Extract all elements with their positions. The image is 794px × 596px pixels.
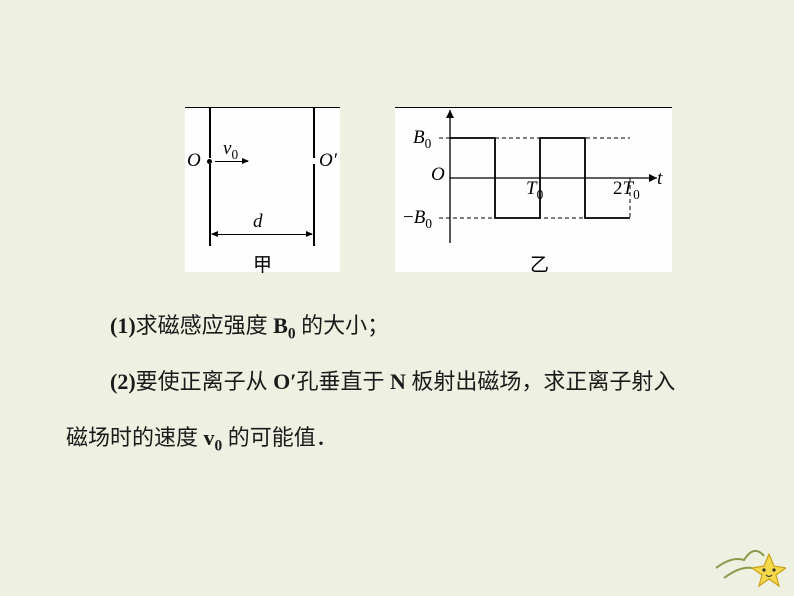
- q2-text-e: 的可能值．: [222, 425, 338, 450]
- q2-text-d: 磁场时的速度: [66, 425, 204, 450]
- question-2-line1: (2)要使正离子从 O′孔垂直于 N 板射出磁场，求正离子射入: [66, 354, 746, 410]
- question-text: (1)求磁感应强度 B0 的大小； (2)要使正离子从 O′孔垂直于 N 板射出…: [66, 298, 746, 466]
- label-d: d: [253, 211, 263, 233]
- figure-left: O O′ v0 d 甲: [185, 107, 340, 272]
- d-arrow: [212, 234, 312, 235]
- label-O-prime: O′: [319, 150, 337, 172]
- label-O: O: [187, 150, 201, 172]
- caption-left: 甲: [253, 250, 272, 277]
- caption-right: 乙: [530, 250, 549, 277]
- q2-text-b: 孔垂直于: [296, 369, 390, 394]
- question-2-line2: 磁场时的速度 v0 的可能值．: [66, 410, 746, 466]
- label-origin: O: [431, 164, 445, 186]
- q2-v0: v0: [204, 425, 223, 450]
- q1-B0: B0: [273, 313, 295, 338]
- q2-Oprime: O′: [273, 369, 296, 394]
- q2-prefix: (2): [110, 369, 136, 394]
- label-T0: T0: [526, 178, 543, 203]
- q1-prefix: (1): [110, 313, 136, 338]
- question-1: (1)求磁感应强度 B0 的大小；: [66, 298, 746, 354]
- ion-dot: [207, 159, 212, 164]
- plate-m-top: [209, 108, 211, 158]
- label-negB0: −B0: [403, 207, 432, 232]
- star-decoration: [714, 526, 786, 588]
- label-t: t: [657, 168, 662, 190]
- plate-n-top: [313, 108, 315, 158]
- q1-text-b: 的大小；: [296, 313, 390, 338]
- figure-right: B0 −B0 O T0 2T0 t 乙: [395, 107, 672, 272]
- q2-text-c: 板射出磁场，求正离子射入: [406, 369, 676, 394]
- label-B0: B0: [413, 127, 431, 152]
- label-v0: v0: [223, 138, 238, 163]
- q2-text-a: 要使正离子从: [136, 369, 274, 394]
- plate-n-bottom: [313, 164, 315, 246]
- q2-N: N: [390, 369, 406, 394]
- q1-text-a: 求磁感应强度: [136, 313, 274, 338]
- label-2T0: 2T0: [613, 178, 640, 203]
